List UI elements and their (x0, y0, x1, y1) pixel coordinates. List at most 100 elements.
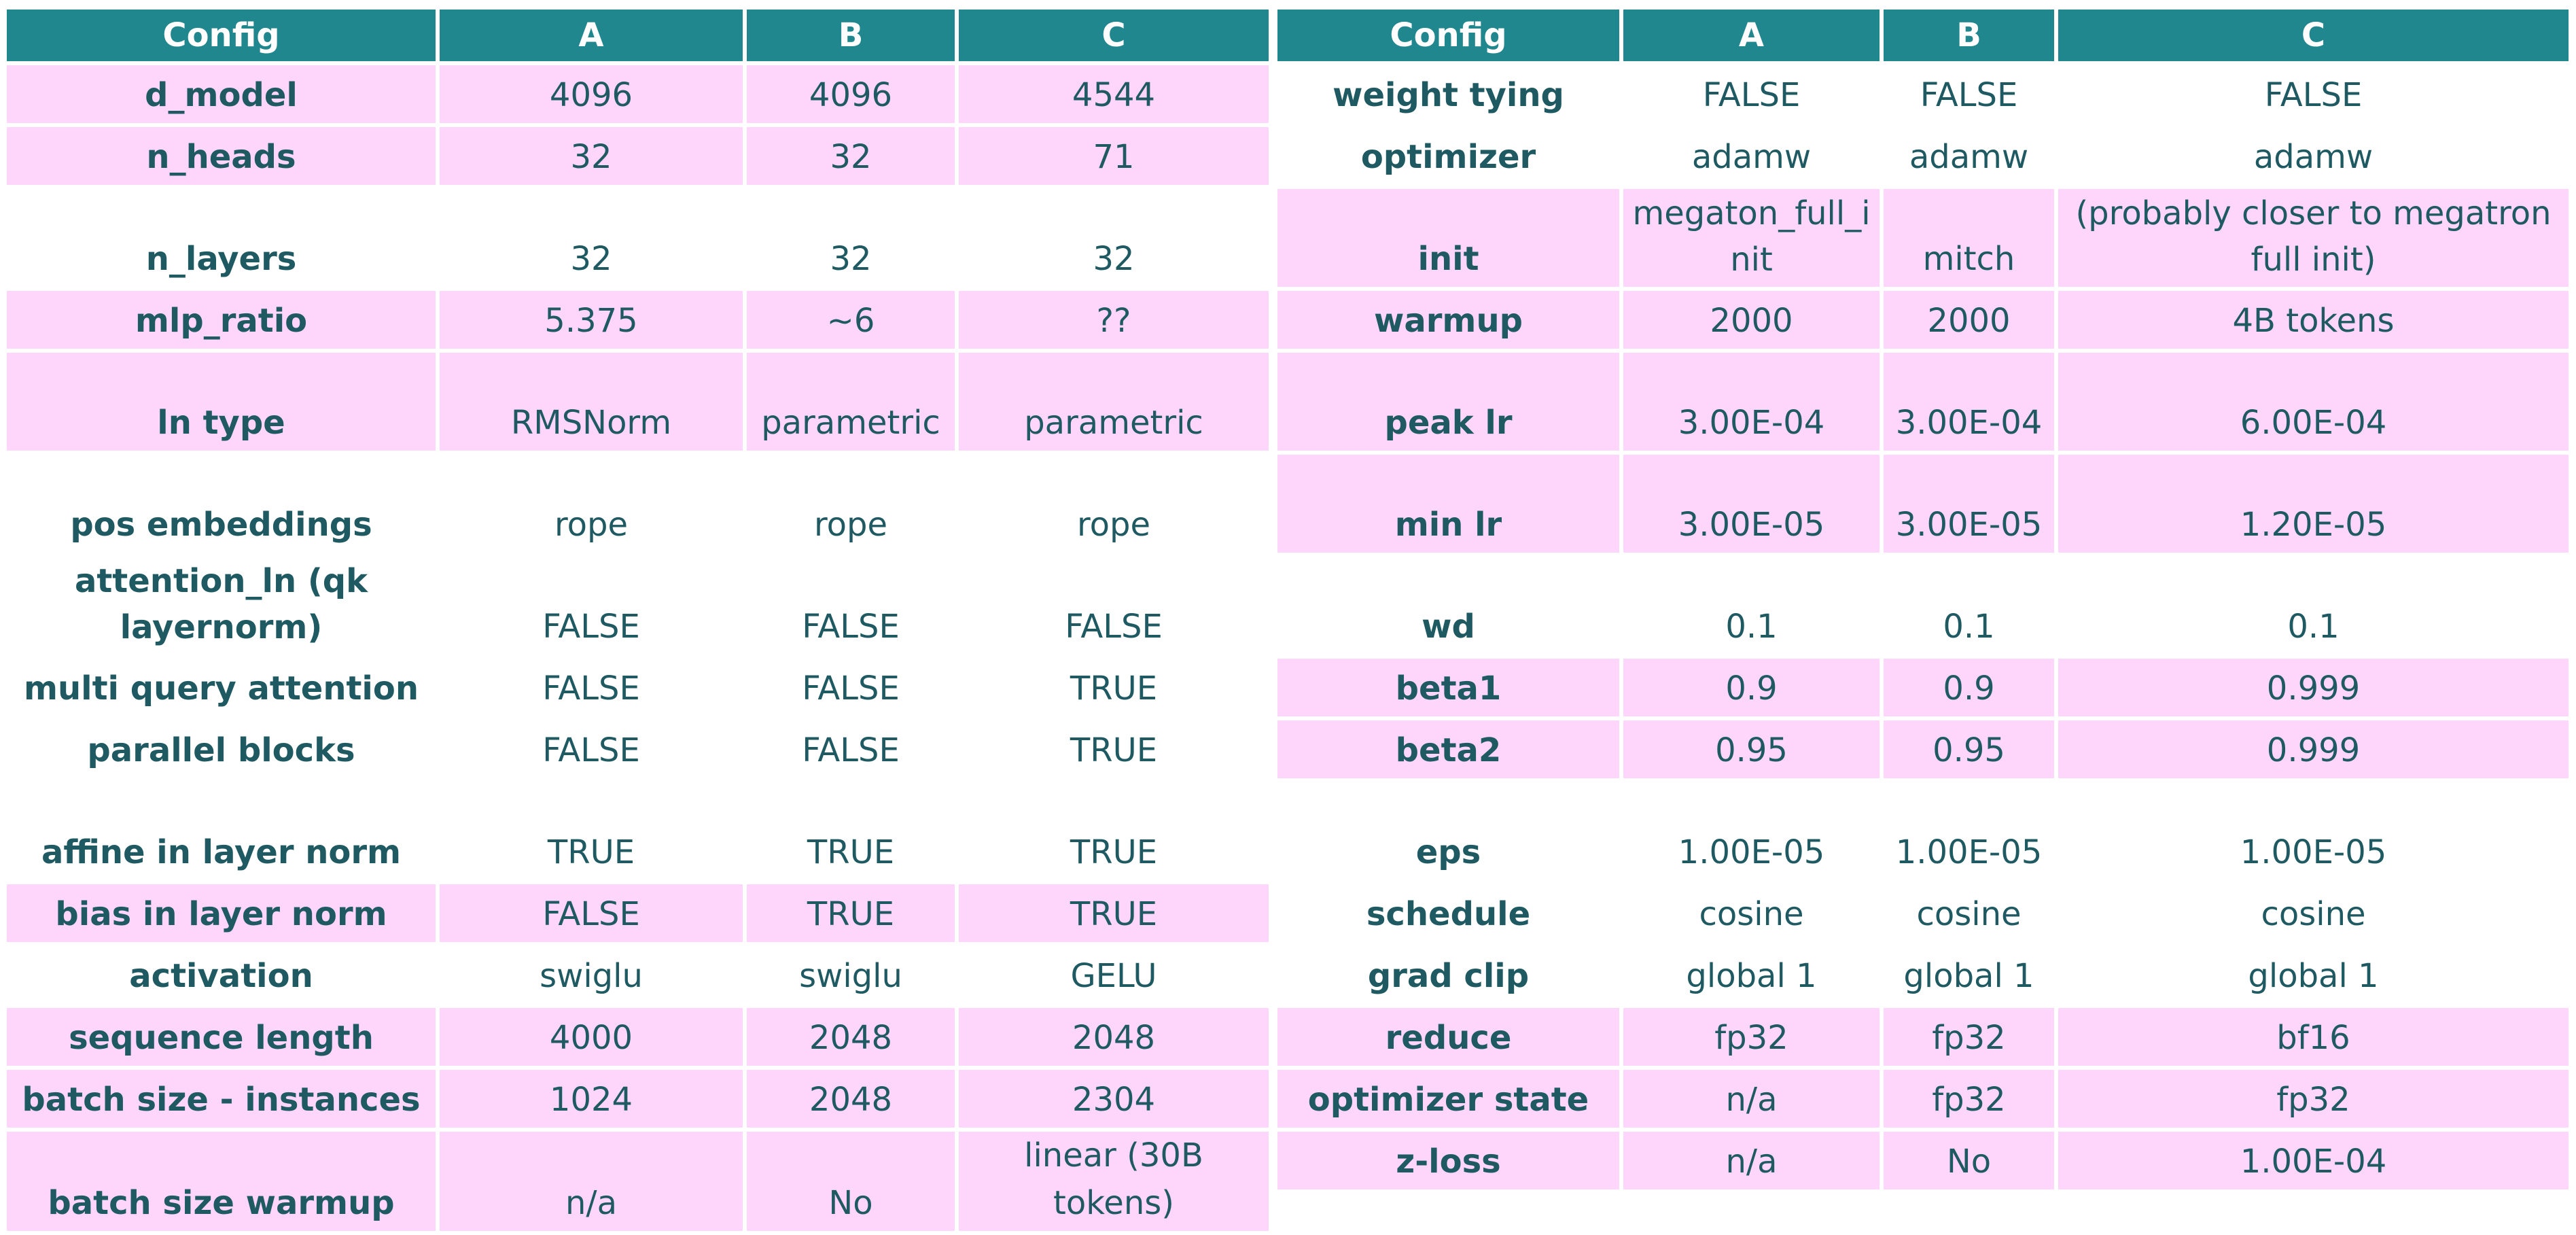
value-c: 6.00E-04 (2058, 353, 2569, 451)
config-key: activation (129, 957, 313, 995)
value-a: FALSE (440, 884, 743, 942)
value-b: 3.00E-05 (1884, 455, 2054, 553)
optimization-config-table: Config A B C weight tying FALSE FALSE FA… (1273, 5, 2573, 1194)
table-row: parallel blocks FALSE FALSE TRUE (7, 720, 1269, 778)
config-key: parallel blocks (87, 731, 355, 769)
value-b: 3.00E-04 (1884, 353, 2054, 451)
value-b: fp32 (1884, 1070, 2054, 1128)
value-b: TRUE (807, 833, 895, 871)
value-b: FALSE (1920, 76, 2018, 114)
value-b: 2048 (747, 1070, 955, 1128)
config-key: wd (1422, 608, 1475, 646)
table-row: bias in layer norm FALSE TRUE TRUE (7, 884, 1269, 942)
table-row: activation swiglu swiglu GELU (7, 946, 1269, 1004)
value-a: 0.9 (1623, 659, 1880, 716)
value-a: 3.00E-04 (1623, 353, 1880, 451)
value-c: 71 (959, 127, 1269, 185)
value-c: TRUE (1070, 669, 1158, 708)
table-row: beta1 0.9 0.9 0.999 (1277, 659, 2569, 716)
value-b: No (747, 1132, 955, 1231)
table-row: n_layers 32 32 32 (7, 189, 1269, 287)
value-b: No (1884, 1132, 2054, 1189)
table-row: sequence length 4000 2048 2048 (7, 1008, 1269, 1066)
value-a: TRUE (547, 833, 635, 871)
config-key: n_heads (7, 127, 436, 185)
value-b: 0.9 (1884, 659, 2054, 716)
config-key: beta1 (1277, 659, 1619, 716)
value-b: 32 (830, 240, 872, 278)
value-a: 32 (440, 127, 743, 185)
config-key: weight tying (1333, 76, 1564, 114)
value-a: 2000 (1623, 291, 1880, 349)
header-config: Config (1277, 10, 1619, 61)
config-key: attention_ln (qk layernorm) (74, 562, 368, 646)
value-a: n/a (1623, 1070, 1880, 1128)
config-key: d_model (7, 65, 436, 123)
value-a: 32 (570, 240, 612, 278)
value-a: 3.00E-05 (1623, 455, 1880, 553)
table-row: optimizer state n/a fp32 fp32 (1277, 1070, 2569, 1128)
table-row: optimizer adamw adamw adamw (1277, 127, 2569, 185)
table-row: schedule cosine cosine cosine (1277, 884, 2569, 942)
config-key: optimizer state (1277, 1070, 1619, 1128)
table-row: init megaton_full_init mitch (probably c… (1277, 189, 2569, 287)
value-a: 5.375 (440, 291, 743, 349)
config-key: ln type (7, 353, 436, 451)
config-key: min lr (1277, 455, 1619, 553)
value-b: fp32 (1884, 1008, 2054, 1066)
table-row: eps 1.00E-05 1.00E-05 1.00E-05 (1277, 782, 2569, 880)
value-b: global 1 (1903, 957, 2034, 995)
header-c: C (959, 10, 1269, 61)
value-c: rope (1076, 506, 1151, 544)
config-key: peak lr (1277, 353, 1619, 451)
value-a: rope (554, 506, 629, 544)
value-b: adamw (1909, 138, 2029, 176)
value-b: FALSE (802, 669, 900, 708)
value-c: 32 (1093, 240, 1135, 278)
value-b: 32 (747, 127, 955, 185)
value-c: cosine (2261, 895, 2366, 933)
value-c: TRUE (1070, 833, 1158, 871)
config-key: sequence length (7, 1008, 436, 1066)
table-row: affine in layer norm TRUE TRUE TRUE (7, 782, 1269, 880)
header-row: Config A B C (7, 10, 1269, 61)
config-key: reduce (1277, 1008, 1619, 1066)
value-a: global 1 (1686, 957, 1817, 995)
value-c: TRUE (959, 884, 1269, 942)
value-a: 4000 (440, 1008, 743, 1066)
value-a: n/a (1623, 1132, 1880, 1189)
value-a: cosine (1699, 895, 1804, 933)
value-a: swiglu (540, 957, 643, 995)
architecture-config-table: Config A B C d_model 4096 4096 4544 n_he… (3, 5, 1273, 1235)
value-b: TRUE (747, 884, 955, 942)
config-key: schedule (1366, 895, 1531, 933)
table-row: mlp_ratio 5.375 ~6 ?? (7, 291, 1269, 349)
value-c: parametric (959, 353, 1269, 451)
value-a: 1.00E-05 (1678, 833, 1825, 871)
table-row: weight tying FALSE FALSE FALSE (1277, 65, 2569, 123)
table-row: attention_ln (qk layernorm) FALSE FALSE … (7, 557, 1269, 655)
value-a: megaton_full_init (1623, 189, 1880, 287)
value-a: 1024 (440, 1070, 743, 1128)
value-c: TRUE (1070, 731, 1158, 769)
config-key: optimizer (1360, 138, 1536, 176)
table-row: min lr 3.00E-05 3.00E-05 1.20E-05 (1277, 455, 2569, 553)
value-c: 4544 (959, 65, 1269, 123)
value-c: ?? (959, 291, 1269, 349)
config-key: pos embeddings (70, 506, 372, 544)
table-row: reduce fp32 fp32 bf16 (1277, 1008, 2569, 1066)
config-key: z-loss (1277, 1132, 1619, 1189)
table-row: grad clip global 1 global 1 global 1 (1277, 946, 2569, 1004)
table-row: warmup 2000 2000 4B tokens (1277, 291, 2569, 349)
table-row: wd 0.1 0.1 0.1 (1277, 557, 2569, 655)
value-c: 2304 (959, 1070, 1269, 1128)
value-c: global 1 (2248, 957, 2379, 995)
value-c: bf16 (2058, 1008, 2569, 1066)
value-c: 1.00E-04 (2058, 1132, 2569, 1189)
value-a: 4096 (440, 65, 743, 123)
value-c: FALSE (2264, 76, 2363, 114)
value-a: FALSE (542, 731, 640, 769)
value-c: adamw (2253, 138, 2374, 176)
value-a: FALSE (542, 608, 640, 646)
value-b: FALSE (802, 731, 900, 769)
